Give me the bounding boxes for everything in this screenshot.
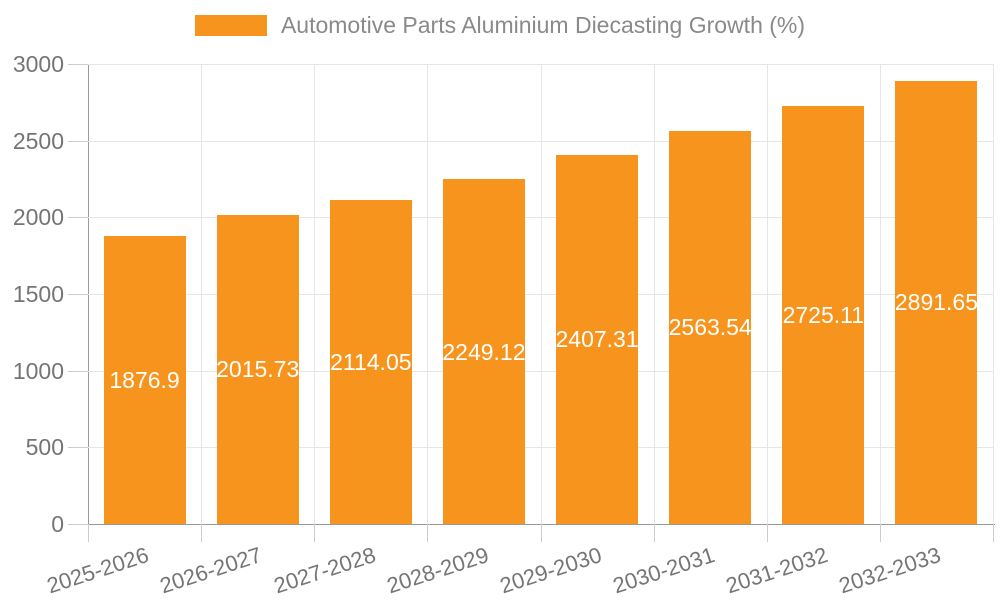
x-axis-label: 2028-2029 [383, 542, 492, 599]
x-axis-label: 2026-2027 [157, 542, 266, 599]
gridline-vertical [766, 64, 768, 524]
y-axis-tick [68, 370, 88, 372]
x-axis-tick [653, 524, 655, 542]
gridline-vertical [653, 64, 655, 524]
x-axis-tick [427, 524, 429, 542]
y-axis-tick [68, 447, 88, 449]
gridline-vertical [201, 64, 203, 524]
y-axis-tick [68, 217, 88, 219]
y-axis-label: 0 [51, 511, 64, 537]
bar-value-label: 2407.31 [555, 326, 639, 353]
bar[interactable] [782, 106, 865, 524]
bar-value-label: 2563.54 [668, 314, 752, 341]
x-axis-tick [201, 524, 203, 542]
x-axis-label: 2029-2030 [496, 542, 605, 599]
x-axis-tick [766, 524, 768, 542]
x-axis-label: 2025-2026 [44, 542, 152, 599]
bar[interactable] [442, 179, 525, 524]
y-axis-label: 2000 [12, 204, 64, 231]
gridline-vertical [879, 64, 881, 524]
legend-label: Automotive Parts Aluminium Diecasting Gr… [280, 12, 806, 38]
bar[interactable] [329, 199, 412, 524]
x-axis-tick [540, 524, 542, 542]
bar-value-label: 2891.65 [894, 289, 978, 316]
y-axis-label: 1000 [12, 357, 64, 384]
y-axis-tick [68, 140, 88, 142]
bar[interactable] [556, 154, 639, 524]
x-axis-label: 2031-2032 [722, 542, 831, 599]
gridline-vertical [540, 64, 542, 524]
bar[interactable] [895, 80, 978, 524]
bar[interactable] [103, 236, 186, 524]
x-axis-tick [88, 524, 89, 542]
y-axis-tick [68, 294, 88, 295]
y-axis-label: 3000 [12, 51, 64, 77]
y-axis-label: 1500 [12, 281, 64, 307]
bar-value-label: 2015.73 [216, 356, 300, 383]
bar[interactable] [216, 214, 299, 524]
bar-value-label: 2114.05 [330, 348, 412, 375]
x-axis-label: 2032-2033 [836, 542, 944, 599]
x-axis-line [88, 524, 995, 525]
y-axis-tick [68, 524, 88, 525]
x-axis-tick [993, 524, 994, 542]
y-axis-label: 2500 [12, 127, 64, 154]
bar-value-label: 1876.9 [109, 367, 180, 394]
legend-item[interactable]: Automotive Parts Aluminium Diecasting Gr… [194, 12, 806, 39]
gridline-vertical [314, 64, 316, 524]
x-axis-tick [879, 524, 881, 542]
bar[interactable] [669, 130, 752, 524]
bar-value-label: 2249.12 [442, 338, 526, 365]
legend-swatch [194, 15, 267, 36]
legend: Automotive Parts Aluminium Diecasting Gr… [0, 12, 1000, 39]
gridline-vertical [993, 64, 994, 524]
x-axis-label: 2027-2028 [270, 542, 379, 599]
y-axis-tick [68, 64, 88, 65]
x-axis-label: 2030-2031 [609, 542, 718, 599]
y-axis-label: 500 [25, 434, 64, 461]
bar-value-label: 2725.11 [782, 302, 865, 329]
x-axis-tick [314, 524, 316, 542]
gridline-vertical [427, 64, 429, 524]
